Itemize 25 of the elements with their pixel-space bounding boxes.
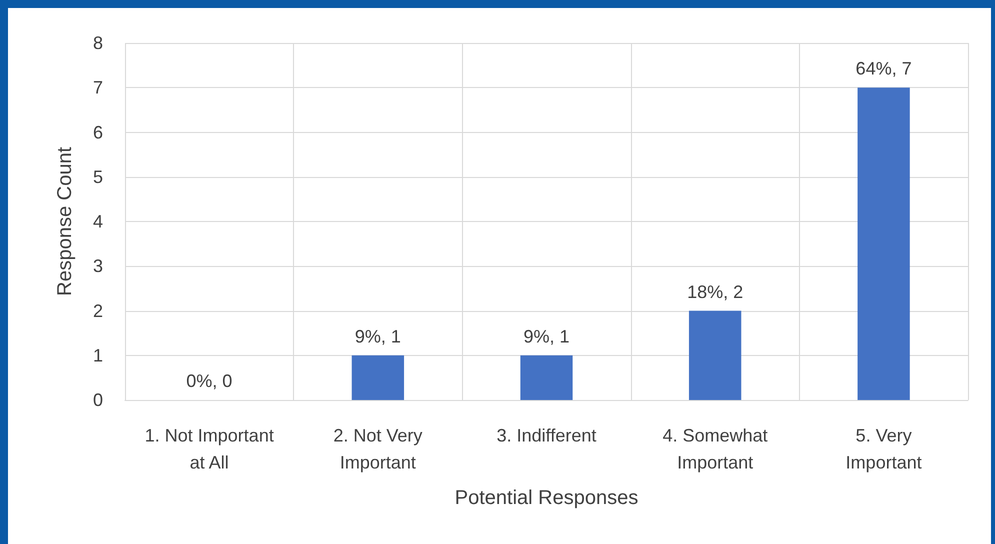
data-label: 64%, 7 [856, 58, 912, 79]
x-axis-title: Potential Responses [454, 487, 638, 509]
y-tick-label: 2 [92, 300, 103, 321]
x-tick-label: 3. Indifferent [496, 426, 596, 446]
y-tick-label: 7 [92, 78, 103, 98]
y-tick-label: 0 [92, 390, 103, 410]
data-label: 18%, 2 [687, 282, 744, 302]
bar [352, 355, 404, 400]
y-tick-label: 4 [92, 212, 103, 232]
x-tick-label: 1. Not Important at All [144, 426, 274, 472]
bar [688, 310, 742, 400]
bar [858, 88, 910, 400]
y-axis-title: Response Count [54, 146, 76, 296]
x-tick-label: 4. Somewhat Important [662, 426, 768, 472]
y-tick-label: 6 [92, 122, 103, 142]
x-tick-label: 2. Not Very Important [333, 426, 422, 472]
y-tick-label: 1 [92, 345, 103, 366]
data-label: 0%, 0 [186, 371, 232, 391]
bar [520, 355, 573, 400]
data-label: 9%, 1 [523, 326, 570, 346]
y-tick-label: 3 [92, 256, 103, 276]
y-tick-label: 8 [92, 33, 103, 53]
y-tick-label: 5 [92, 166, 103, 187]
data-label: 9%, 1 [354, 326, 401, 346]
x-tick-label: 5. Very Important [846, 426, 922, 472]
